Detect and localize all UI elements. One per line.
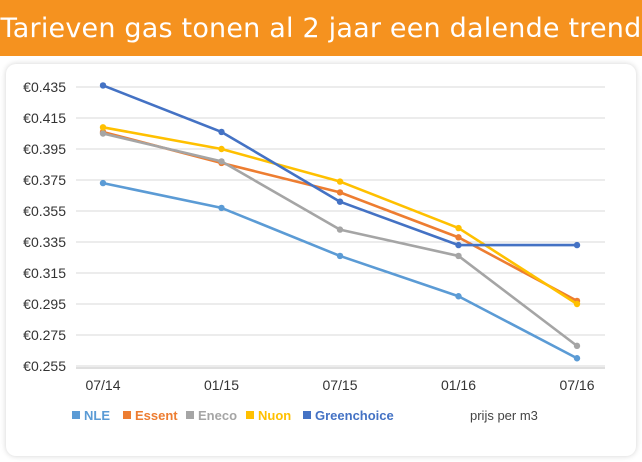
data-point-eneco — [336, 226, 344, 233]
legend-swatch-greenchoice — [303, 411, 311, 419]
legend-swatch-eneco — [186, 411, 194, 419]
unit-note: prijs per m3 — [470, 408, 538, 423]
data-point-nle — [336, 252, 344, 260]
legend-label-essent: Essent — [135, 408, 178, 423]
data-point-nuon — [573, 300, 581, 308]
data-point-essent — [336, 189, 344, 196]
data-point-nle — [99, 179, 107, 187]
data-point-essent — [455, 234, 462, 241]
y-tick-label: €0.375 — [23, 172, 66, 188]
data-point-greenchoice — [573, 241, 581, 249]
data-point-nuon — [455, 224, 462, 232]
chart-title: Tarieven gas tonen al 2 jaar een dalende… — [0, 12, 642, 44]
data-point-nle — [218, 204, 225, 212]
x-tick-label: 07/16 — [559, 377, 594, 393]
data-point-greenchoice — [99, 82, 107, 89]
legend-swatch-essent — [123, 411, 131, 419]
legend: NLE Essent Eneco Nuon Greenchoice — [72, 408, 394, 423]
data-point-greenchoice — [336, 198, 344, 205]
series-lines — [99, 82, 581, 362]
y-tick-label: €0.295 — [23, 296, 66, 312]
y-tick-label: €0.395 — [23, 141, 66, 157]
data-point-greenchoice — [218, 128, 225, 136]
y-tick-label: €0.335 — [23, 234, 66, 250]
series-line-essent — [101, 130, 579, 303]
x-tick-label: 01/15 — [204, 377, 239, 393]
x-tick-label: 07/14 — [85, 377, 120, 393]
data-point-eneco — [573, 342, 581, 350]
legend-swatch-nuon — [246, 411, 254, 419]
data-point-nuon — [99, 124, 107, 131]
y-tick-label: €0.355 — [23, 203, 66, 219]
y-tick-label: €0.275 — [23, 327, 66, 343]
series-line-nuon — [101, 126, 579, 306]
legend-label-nuon: Nuon — [258, 408, 291, 423]
title-banner: Tarieven gas tonen al 2 jaar een dalende… — [0, 0, 642, 56]
data-point-nuon — [218, 145, 225, 153]
data-point-eneco — [218, 158, 225, 165]
y-axis-ticks: €0.435 €0.415 €0.395 €0.375 €0.355 €0.335 €0.3… — [23, 79, 66, 374]
x-axis-ticks: 07/14 01/15 07/15 01/16 07/16 — [85, 377, 594, 393]
data-point-nuon — [336, 178, 344, 185]
y-tick-label: €0.415 — [23, 110, 66, 126]
x-tick-label: 01/16 — [441, 377, 476, 393]
legend-label-eneco: Eneco — [198, 408, 237, 423]
data-point-eneco — [455, 252, 462, 260]
data-point-nle — [573, 355, 581, 362]
data-point-eneco — [99, 130, 107, 137]
x-tick-label: 07/15 — [322, 377, 357, 393]
data-point-greenchoice — [455, 241, 462, 249]
legend-label-nle: NLE — [84, 408, 110, 423]
series-line-nle — [101, 181, 579, 360]
data-point-nle — [455, 293, 462, 300]
y-tick-label: €0.255 — [23, 358, 66, 374]
y-tick-label: €0.315 — [23, 265, 66, 281]
series-line-greenchoice — [101, 84, 579, 247]
legend-label-greenchoice: Greenchoice — [315, 408, 394, 423]
series-line-eneco — [101, 132, 579, 348]
legend-swatch-nle — [72, 411, 80, 419]
y-tick-label: €0.435 — [23, 79, 66, 95]
